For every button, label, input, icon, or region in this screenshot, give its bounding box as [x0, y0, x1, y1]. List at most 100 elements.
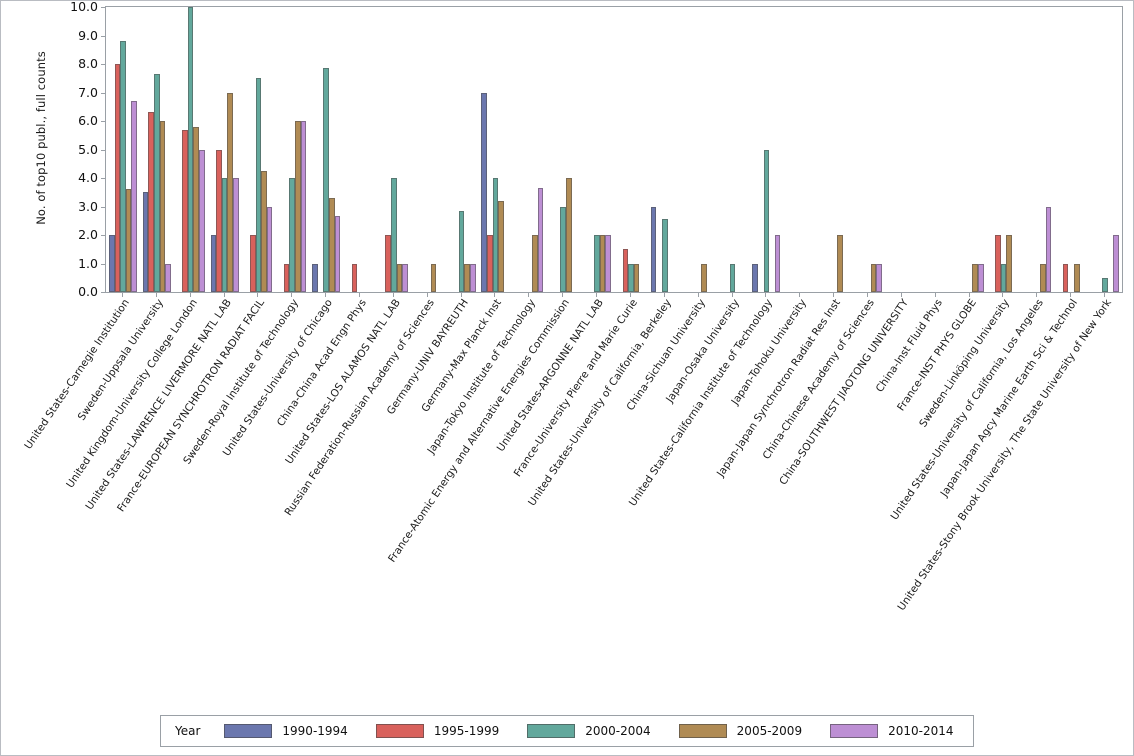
x-tick-mark	[325, 293, 327, 297]
legend-item-label: 1995-1999	[433, 724, 500, 738]
bar	[729, 263, 736, 292]
bar-group	[953, 7, 987, 292]
x-axis-labels: United States-Carnegie Institution Sweden…	[22, 293, 1123, 713]
bar	[763, 149, 770, 292]
y-tick-label: 7.0	[78, 84, 98, 100]
x-tick-mark	[596, 293, 598, 297]
bar-group	[919, 7, 953, 292]
bar	[261, 170, 267, 292]
bar	[199, 149, 205, 292]
plot-area: 0.0 1.0 2.0 3.0 4.0 5.0 6.0 7.0 8.0 9.0 10.0	[70, 0, 1123, 299]
y-tick-mark	[101, 35, 106, 37]
bar	[159, 121, 166, 292]
bar	[594, 235, 600, 292]
bar-group	[749, 7, 783, 292]
legend-swatch	[527, 724, 576, 738]
y-tick-mark	[101, 92, 106, 94]
x-tick-mark	[392, 293, 394, 297]
bar-group	[614, 7, 648, 292]
bar	[633, 263, 640, 292]
legend-item[interactable]: 1995-1999	[375, 724, 500, 738]
bar	[193, 126, 200, 292]
bar	[774, 235, 781, 292]
x-axis-tick-label: China-SOUTHWEST JIAOTONG UNIVERSITY	[777, 297, 911, 488]
bar	[153, 73, 160, 292]
x-tick-mark	[900, 293, 902, 297]
bar	[1000, 263, 1007, 292]
x-tick-mark	[1036, 293, 1038, 297]
bar	[537, 187, 544, 292]
bar	[650, 206, 657, 292]
plot-inner: 0.0 1.0 2.0 3.0 4.0 5.0 6.0 7.0 8.0 9.0 10.0	[70, 0, 1122, 299]
bar-group	[1054, 7, 1088, 292]
y-tick-mark	[101, 206, 106, 208]
x-tick-mark	[1002, 293, 1004, 297]
bar	[323, 68, 329, 292]
legend-item-label: 2000-2004	[585, 724, 651, 738]
y-tick-label: 10.0	[70, 0, 98, 14]
legend-title: Year	[175, 724, 201, 738]
legend-item[interactable]: 2010-2014	[830, 724, 954, 738]
y-tick-label: 2.0	[78, 227, 98, 242]
bar	[599, 235, 606, 292]
bar	[227, 92, 233, 292]
legend-item[interactable]: 1990-1994	[224, 724, 348, 738]
bar-group	[546, 7, 580, 292]
x-tick-mark	[697, 293, 699, 297]
y-tick-mark	[101, 178, 106, 179]
bar	[131, 101, 137, 292]
y-tick-label: 9.0	[78, 27, 98, 43]
bar	[385, 235, 392, 292]
x-tick-mark	[189, 293, 191, 297]
bar	[498, 200, 504, 292]
x-tick-mark	[460, 293, 462, 297]
bar-group	[885, 7, 919, 292]
bar-group	[716, 7, 750, 292]
x-tick-mark	[257, 293, 259, 297]
y-tick-label: 8.0	[78, 56, 98, 71]
x-tick-mark	[731, 293, 733, 297]
x-tick-mark	[934, 293, 936, 297]
bar-group	[343, 7, 377, 292]
bar	[628, 263, 634, 292]
legend-swatch	[224, 724, 273, 738]
bar-group	[783, 7, 817, 292]
x-tick-mark	[494, 293, 496, 297]
bar	[1006, 235, 1012, 292]
x-tick-mark	[833, 293, 835, 297]
bar	[464, 263, 470, 292]
bar	[125, 189, 132, 292]
bar	[1040, 263, 1046, 292]
bar	[289, 178, 296, 292]
bar	[142, 192, 149, 292]
bar	[182, 129, 188, 292]
x-tick-mark	[1070, 293, 1072, 297]
x-tick-mark	[359, 293, 360, 297]
bar-group	[1020, 7, 1054, 292]
bar-group	[309, 7, 343, 292]
bar	[458, 210, 465, 292]
legend-item[interactable]: 2000-2004	[527, 724, 651, 738]
bar	[532, 235, 538, 292]
y-axis-title: No. of top10 publ., full counts	[34, 51, 48, 225]
y-tick-label: 5.0	[78, 141, 98, 157]
legend-items: 1990-1994 1995-1999 2000-2004 2005-2009 2010…	[224, 724, 981, 738]
y-tick-mark	[101, 263, 106, 265]
bar	[165, 263, 171, 292]
bar	[430, 263, 437, 292]
bar-group	[411, 7, 445, 292]
bar-group	[106, 7, 140, 292]
y-tick-mark	[101, 64, 106, 65]
bar	[1102, 277, 1108, 292]
bar	[148, 112, 154, 292]
bar	[1113, 235, 1120, 292]
x-tick-mark	[528, 293, 530, 297]
bar	[334, 216, 341, 292]
bar	[469, 263, 476, 292]
x-tick-mark	[223, 293, 225, 297]
y-tick-mark	[101, 121, 106, 122]
legend-item[interactable]: 2005-2009	[678, 724, 802, 738]
y-tick-label: 3.0	[78, 198, 98, 214]
bar	[1045, 206, 1052, 292]
